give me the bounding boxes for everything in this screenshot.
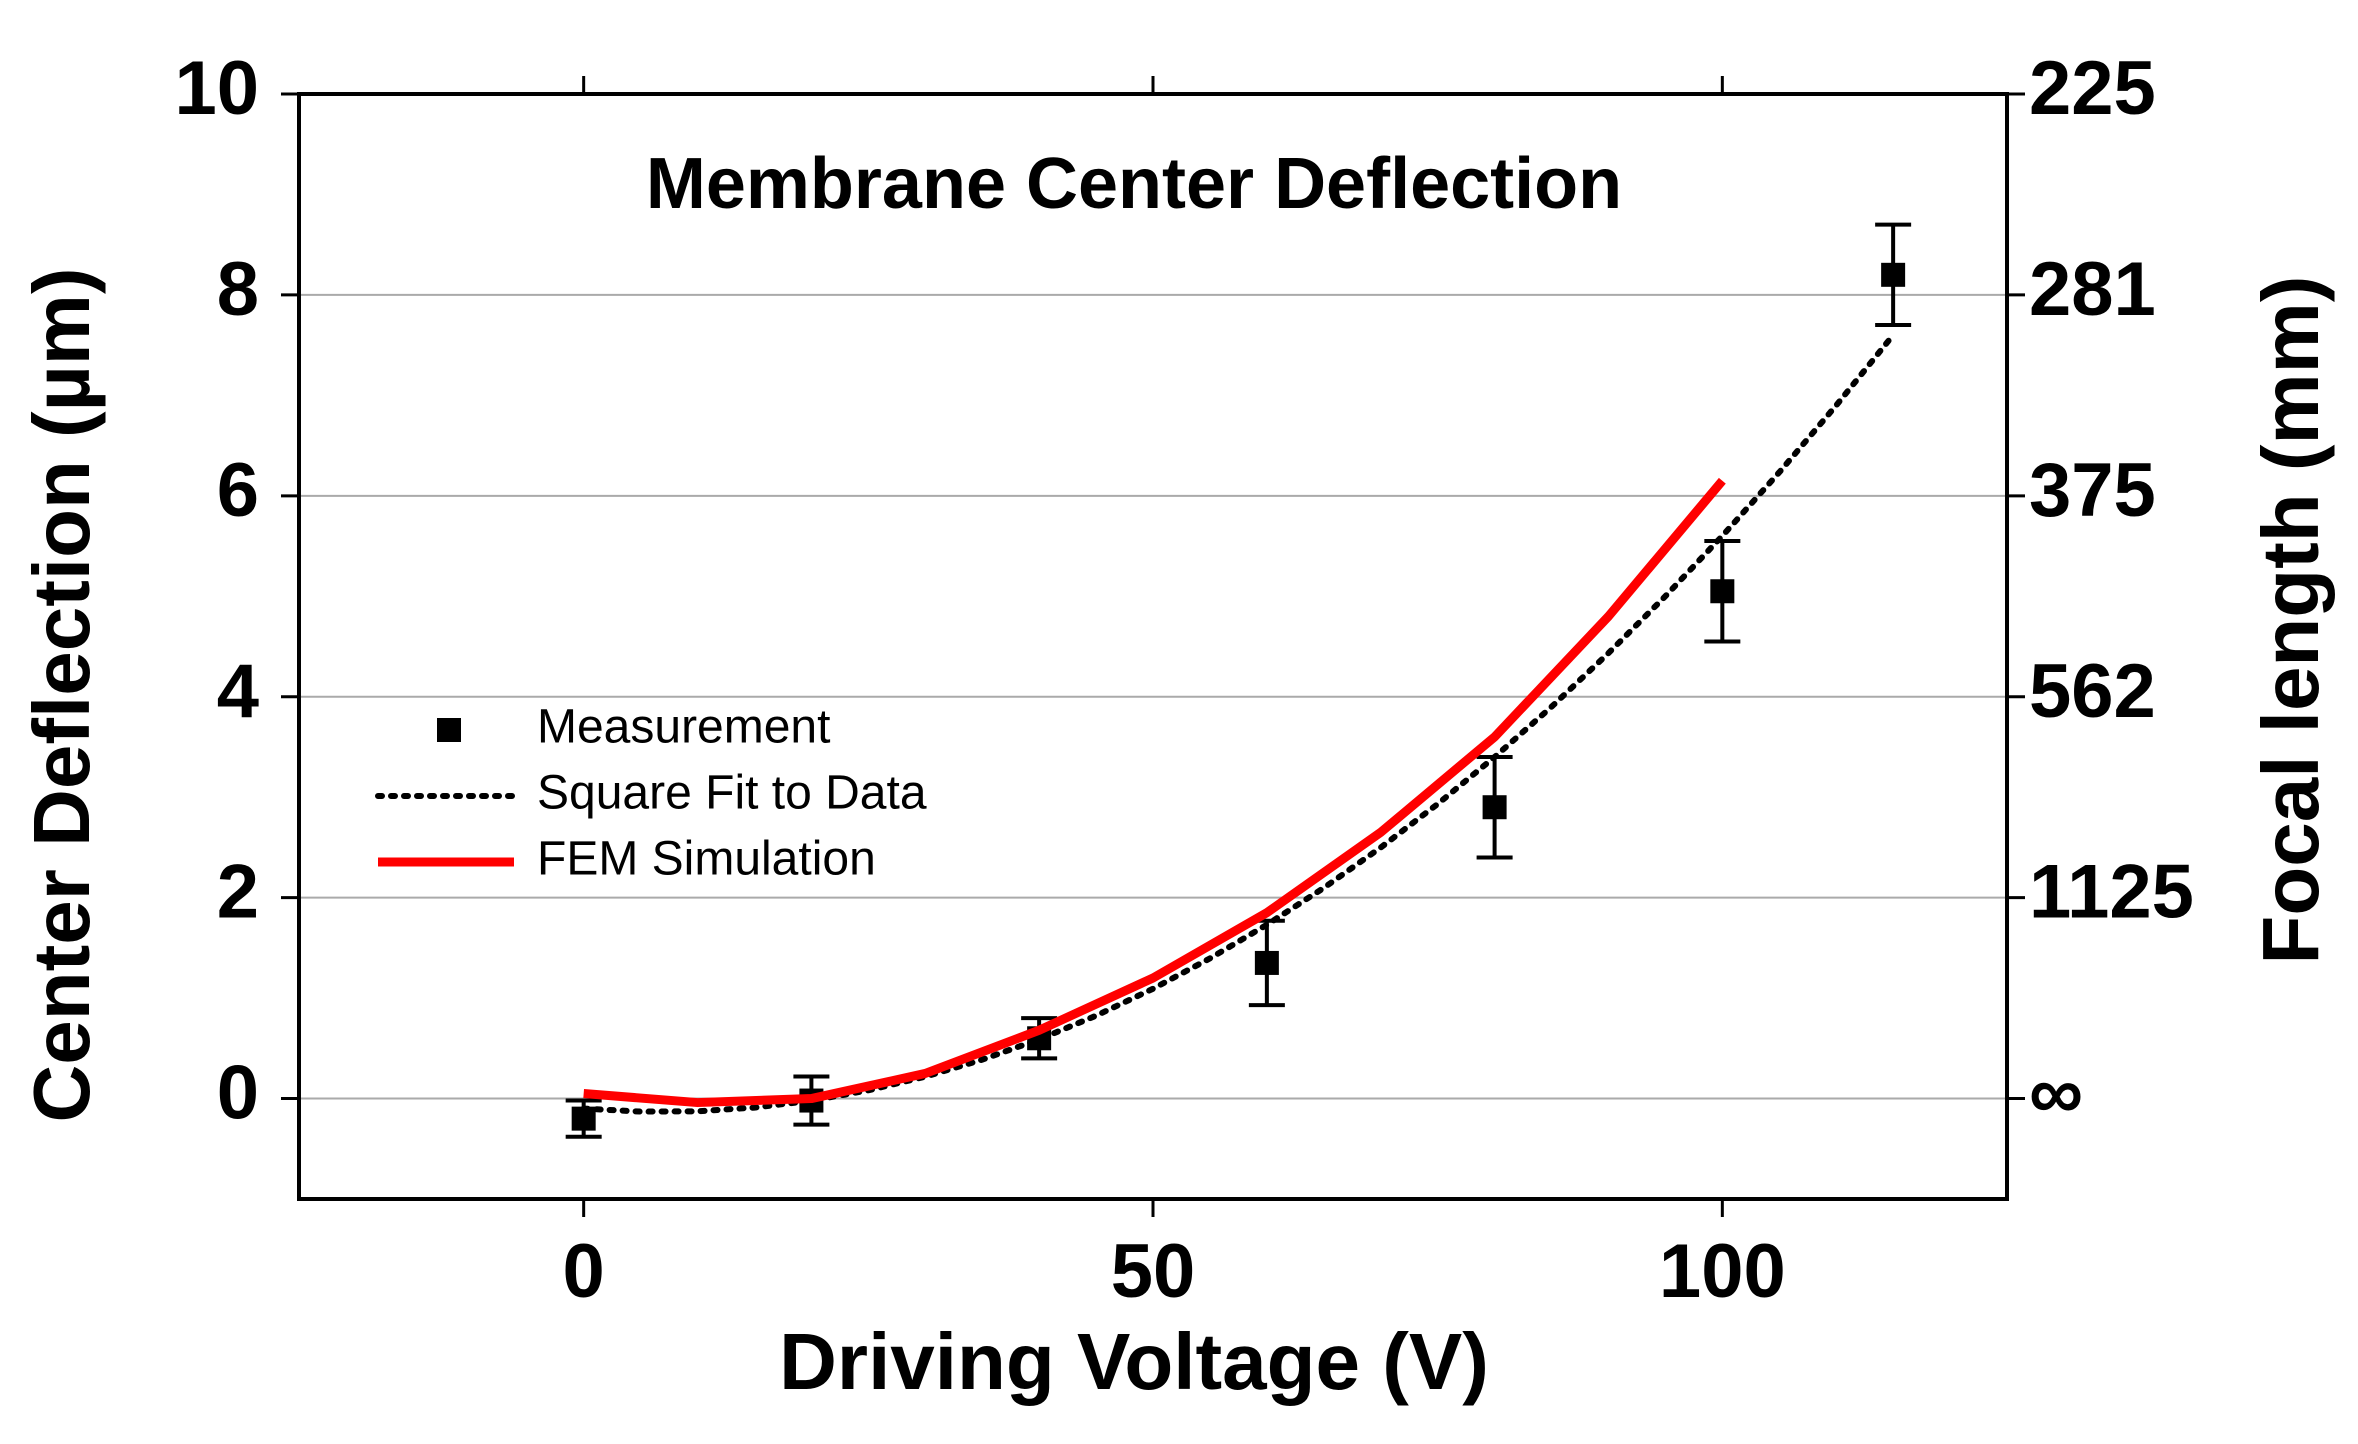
y-tick-label: 8 <box>217 247 259 332</box>
chart-title: Membrane Center Deflection <box>646 144 1622 224</box>
legend-label: Measurement <box>537 701 830 754</box>
marker <box>1881 262 1906 287</box>
y2-tick-label: 225 <box>2029 46 2156 131</box>
y2-tick-label: 281 <box>2029 247 2156 332</box>
x-tick-label: 100 <box>1659 1229 1786 1314</box>
sim-line <box>583 477 1726 1108</box>
x-tick-label: 50 <box>1111 1229 1196 1314</box>
y2-tick-label: 375 <box>2029 448 2156 533</box>
plot-frame <box>297 92 2009 1201</box>
marker <box>1482 795 1507 820</box>
marker <box>1254 950 1279 975</box>
y2-tick-label: 1125 <box>2029 850 2194 935</box>
y2-axis-label: Focal length (mm) <box>2246 276 2335 965</box>
marker <box>1710 579 1735 604</box>
y-axis-label: Center Deflection (µm) <box>17 267 106 1122</box>
y-tick-label: 2 <box>217 850 259 935</box>
legend-label: Square Fit to Data <box>537 767 927 820</box>
y-tick-label: 0 <box>217 1051 259 1136</box>
y2-tick-label: 562 <box>2029 649 2156 734</box>
y-tick-label: 6 <box>217 448 259 533</box>
y2-tick-label: ∞ <box>2029 1051 2083 1136</box>
legend-marker <box>437 718 461 742</box>
legend-label: FEM Simulation <box>537 833 876 886</box>
y-tick-label: 4 <box>217 649 259 734</box>
y-tick-label: 10 <box>174 46 259 131</box>
x-axis-label: Driving Voltage (V) <box>779 1317 1489 1406</box>
x-tick-label: 0 <box>563 1229 605 1314</box>
